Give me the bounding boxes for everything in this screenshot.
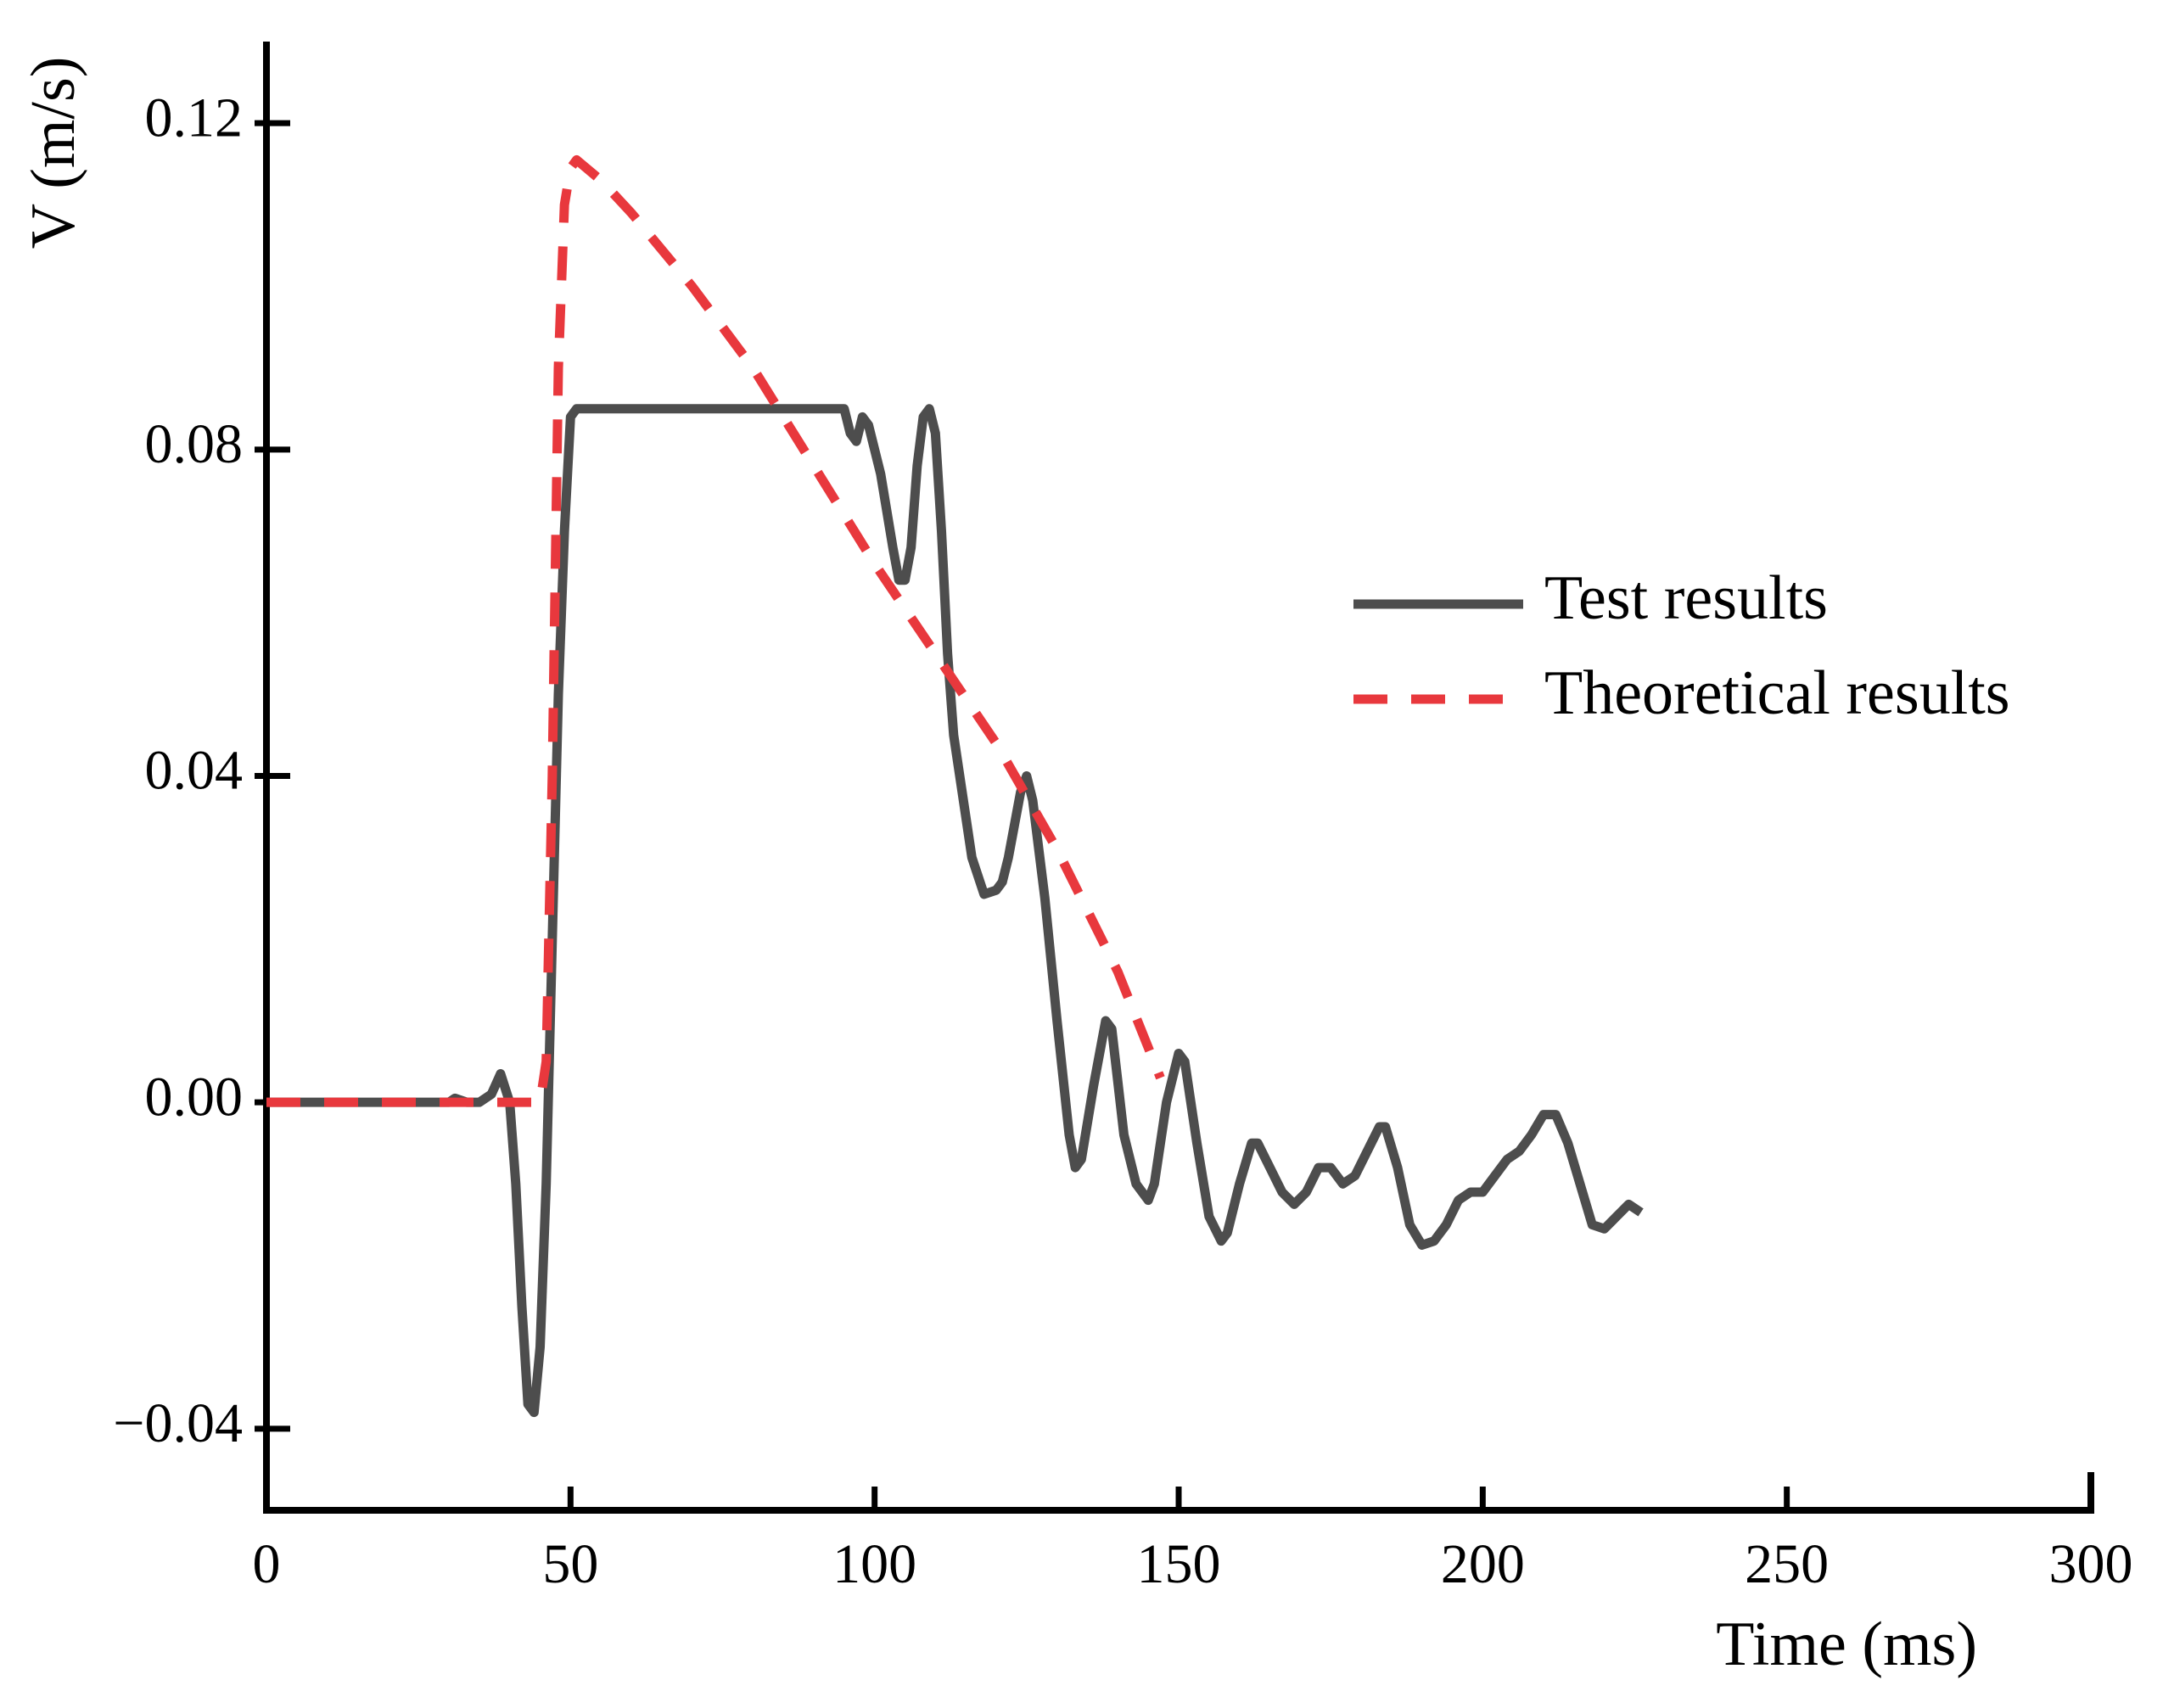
x-tick-label: 50 xyxy=(542,1533,598,1595)
x-tick-label: 300 xyxy=(2049,1533,2133,1595)
axis-frame xyxy=(263,42,2094,1514)
x-tick-label: 200 xyxy=(1441,1533,1525,1595)
y-tick-label: 0.08 xyxy=(145,413,244,475)
y-tick-label: 0.04 xyxy=(145,740,244,802)
y-axis-label: V (m/s) xyxy=(19,57,88,249)
legend-label: Test results xyxy=(1544,563,1828,633)
y-tick-label: 0.00 xyxy=(145,1066,244,1128)
series-line xyxy=(266,154,1165,1107)
series-line xyxy=(266,404,1644,1418)
x-tick-label: 100 xyxy=(832,1533,916,1595)
y-tick-label: −0.04 xyxy=(113,1392,243,1454)
x-tick-label: 0 xyxy=(253,1533,281,1595)
legend-label: Theoretical results xyxy=(1544,658,2010,728)
x-axis-label: Time (ms) xyxy=(1716,1610,1977,1679)
y-tick-label: 0.12 xyxy=(145,87,244,148)
x-tick-label: 150 xyxy=(1137,1533,1221,1595)
x-tick-label: 250 xyxy=(1745,1533,1829,1595)
